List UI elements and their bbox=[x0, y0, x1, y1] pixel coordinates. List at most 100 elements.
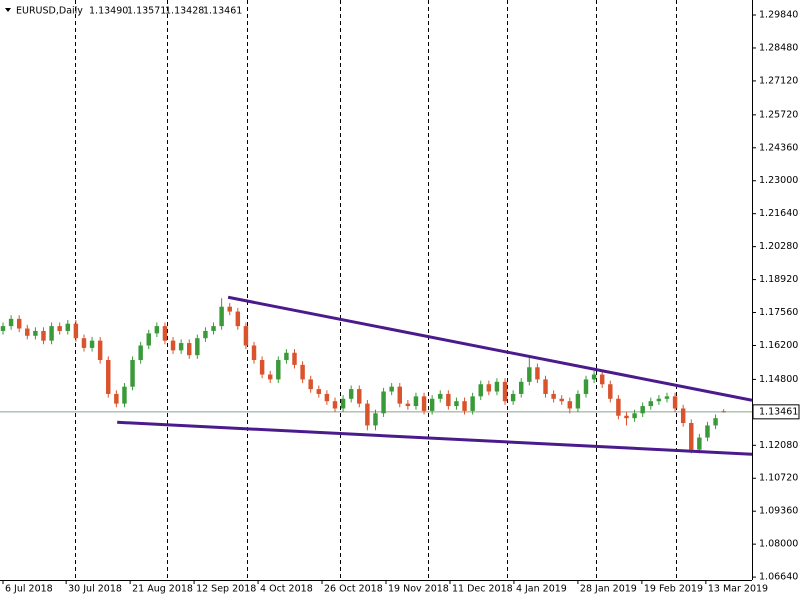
candle-body bbox=[454, 401, 459, 407]
candle-body bbox=[97, 340, 103, 361]
y-tick-label: 1.29840 bbox=[759, 10, 798, 21]
x-tick-label: 12 Sep 2018 bbox=[196, 584, 256, 595]
x-tick-label: 30 Jul 2018 bbox=[68, 584, 122, 595]
x-tick-label: 19 Feb 2019 bbox=[644, 584, 703, 595]
x-tick-label: 11 Dec 2018 bbox=[452, 584, 513, 595]
candle-body bbox=[235, 311, 241, 327]
candle-body bbox=[535, 367, 540, 380]
candle-body bbox=[316, 389, 322, 394]
candle-body bbox=[49, 326, 54, 341]
candle-body bbox=[510, 393, 516, 402]
last-close: 1.13461 bbox=[203, 6, 242, 17]
candle-body bbox=[559, 398, 564, 402]
candle-body bbox=[599, 374, 605, 385]
candle-body bbox=[405, 403, 411, 407]
candle-body bbox=[656, 398, 662, 402]
candle-body bbox=[332, 401, 338, 409]
candle-body bbox=[65, 323, 71, 331]
price-label: 1.13461 bbox=[759, 406, 798, 417]
candle-body bbox=[0, 326, 6, 331]
y-tick-label: 1.14800 bbox=[759, 374, 798, 385]
candle-body bbox=[41, 330, 46, 341]
candle-body bbox=[308, 379, 313, 390]
candle-body bbox=[632, 413, 637, 419]
candle-body bbox=[697, 437, 702, 450]
candle-body bbox=[689, 423, 694, 450]
candle-body bbox=[211, 326, 216, 331]
candle-body bbox=[106, 360, 111, 394]
y-tick-label: 1.09360 bbox=[759, 506, 798, 517]
candle-body bbox=[413, 396, 419, 407]
x-tick-label: 21 Aug 2018 bbox=[132, 584, 193, 595]
candle-body bbox=[348, 389, 354, 399]
candle-body bbox=[130, 360, 135, 387]
candle-body bbox=[486, 384, 492, 392]
candle-body bbox=[57, 326, 62, 331]
candle-body bbox=[365, 403, 370, 426]
candle-body bbox=[300, 364, 305, 380]
candle-body bbox=[518, 381, 524, 394]
menu-arrow[interactable] bbox=[5, 8, 11, 12]
candle-body bbox=[243, 326, 249, 346]
candle-body bbox=[446, 393, 451, 407]
candle-body bbox=[195, 338, 200, 356]
candle-body bbox=[624, 415, 629, 419]
candle-body bbox=[616, 398, 621, 416]
candle-body bbox=[324, 393, 330, 402]
candle-body bbox=[494, 381, 500, 392]
x-tick-label: 13 Mar 2019 bbox=[708, 584, 768, 595]
candle-body bbox=[122, 386, 127, 404]
x-tick-label: 6 Jul 2018 bbox=[5, 584, 53, 595]
trendline bbox=[227, 295, 753, 402]
candle-body bbox=[462, 401, 467, 411]
candle-body bbox=[664, 396, 670, 399]
candle-body bbox=[146, 333, 151, 346]
y-tick-label: 1.06640 bbox=[759, 572, 798, 583]
candle-body bbox=[89, 340, 95, 348]
candle-body bbox=[203, 330, 208, 339]
candle-body bbox=[357, 389, 362, 404]
y-tick-label: 1.21640 bbox=[759, 208, 798, 219]
candle-body bbox=[543, 379, 548, 394]
candle-body bbox=[267, 374, 273, 380]
trendline bbox=[117, 420, 753, 456]
candle-body bbox=[162, 326, 168, 341]
price-label-box bbox=[752, 404, 800, 420]
last-low: 1.13428 bbox=[165, 6, 204, 17]
candle-body bbox=[429, 398, 435, 411]
candle-body bbox=[680, 408, 686, 424]
candle-body bbox=[672, 396, 678, 409]
y-tick-label: 1.16200 bbox=[759, 340, 798, 351]
candle-body bbox=[373, 413, 378, 426]
candle-body bbox=[81, 338, 87, 348]
candle-body bbox=[138, 345, 143, 361]
candle-body bbox=[502, 381, 508, 402]
candle-body bbox=[33, 330, 38, 336]
candle-body bbox=[608, 384, 613, 399]
candle-body bbox=[227, 306, 232, 312]
candle-body bbox=[551, 393, 556, 399]
y-tick-label: 1.28480 bbox=[759, 42, 798, 53]
candle-body bbox=[713, 418, 718, 426]
candle-body bbox=[219, 306, 224, 327]
candle-body bbox=[648, 401, 654, 407]
candle-body bbox=[340, 398, 346, 409]
y-tick-label: 1.25720 bbox=[759, 109, 798, 120]
candle-body bbox=[721, 411, 726, 413]
candle-body bbox=[640, 406, 645, 414]
candle-body bbox=[187, 343, 192, 356]
candle-body bbox=[276, 360, 281, 380]
x-tick-label: 28 Jan 2019 bbox=[580, 584, 637, 595]
candle-body bbox=[114, 393, 119, 404]
y-tick-label: 1.12080 bbox=[759, 440, 798, 451]
candle-body bbox=[397, 386, 402, 404]
candle-body bbox=[284, 352, 289, 361]
y-tick-label: 1.27120 bbox=[759, 75, 798, 86]
candle-body bbox=[705, 425, 710, 438]
candle-body bbox=[154, 326, 160, 334]
candle-body bbox=[591, 374, 597, 380]
candle-body bbox=[251, 345, 257, 361]
candle-body bbox=[421, 396, 427, 411]
candle-body bbox=[292, 352, 297, 365]
